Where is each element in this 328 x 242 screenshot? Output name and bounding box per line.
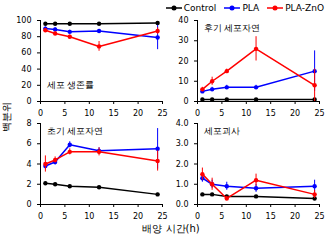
svg-text:20: 20 [21,81,31,90]
svg-text:60: 60 [21,48,31,57]
svg-text:4: 4 [26,160,31,169]
svg-text:20: 20 [290,109,300,117]
svg-text:2: 2 [26,180,31,189]
svg-text:25: 25 [314,212,324,220]
svg-text:세포괴사: 세포괴사 [204,126,240,136]
svg-text:40: 40 [21,65,31,74]
svg-text:15: 15 [109,109,119,117]
html-text:PLA-ZnO: PLA-ZnO [285,2,324,13]
html-text:백분위: 백분위 [1,102,12,132]
svg-text:100: 100 [16,16,31,25]
svg-text:25: 25 [314,109,324,117]
svg-text:6: 6 [26,139,31,148]
svg-text:5: 5 [219,212,224,220]
svg-text:0: 0 [38,212,43,220]
svg-text:0.0: 0.0 [176,200,189,209]
svg-text:0: 0 [38,109,43,117]
svg-text:초기 세포자연: 초기 세포자연 [47,126,104,136]
svg-text:10: 10 [84,109,94,117]
html-text:Control: Control [183,2,217,13]
svg-text:10: 10 [241,212,251,220]
svg-text:5: 5 [62,109,67,117]
svg-text:0: 0 [195,212,200,220]
svg-text:3.0: 3.0 [176,139,189,148]
svg-text:15: 15 [266,212,276,220]
svg-text:8: 8 [26,119,31,128]
svg-text:20: 20 [178,57,188,66]
svg-text:25: 25 [157,212,167,220]
svg-text:80: 80 [21,32,31,41]
svg-text:25: 25 [157,109,167,117]
svg-text:0: 0 [183,97,188,106]
html-text:배양 시간(h): 배양 시간(h) [142,223,200,234]
svg-text:2.0: 2.0 [176,160,189,169]
svg-text:5: 5 [219,109,224,117]
svg-text:5: 5 [62,212,67,220]
svg-text:10: 10 [84,212,94,220]
svg-text:20: 20 [133,109,143,117]
svg-text:0: 0 [195,109,200,117]
svg-text:후기 세포자연: 후기 세포자연 [204,23,261,33]
svg-text:15: 15 [266,109,276,117]
svg-text:10: 10 [178,77,188,86]
svg-text:10: 10 [241,109,251,117]
svg-text:20: 20 [290,212,300,220]
svg-text:40: 40 [178,16,188,25]
svg-text:0: 0 [26,200,31,209]
svg-text:15: 15 [109,212,119,220]
svg-text:세포 생존률: 세포 생존률 [47,80,95,90]
svg-text:30: 30 [178,36,188,45]
html-text:PLA: PLA [242,2,260,13]
svg-text:0: 0 [26,97,31,106]
svg-text:1.0: 1.0 [176,180,189,189]
svg-text:4.0: 4.0 [176,119,189,128]
svg-text:20: 20 [133,212,143,220]
